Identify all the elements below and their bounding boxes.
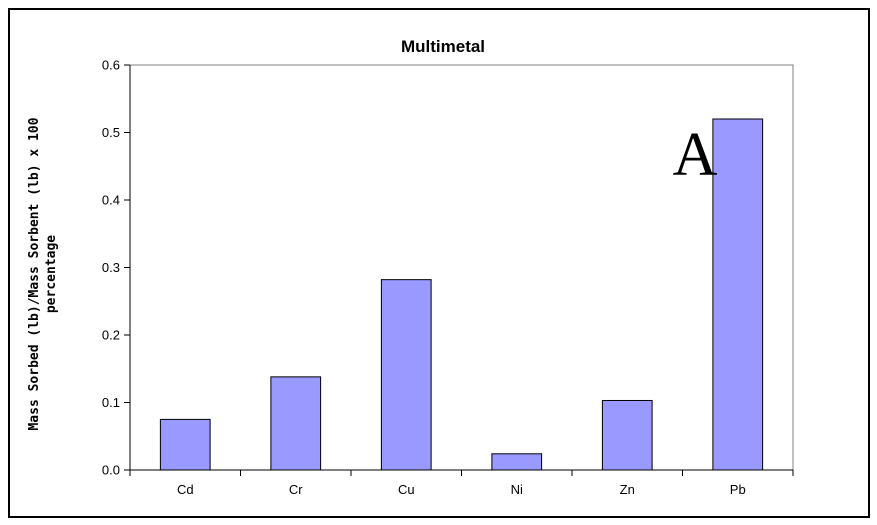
chart-title: Multimetal — [401, 37, 485, 56]
panel-annotation: A — [673, 121, 718, 189]
chart-svg: Multimetal Mass Sorbed (lb)/Mass Sorbent… — [27, 37, 794, 498]
x-tick-label-zn: Zn — [620, 482, 635, 497]
bar-cu — [380, 279, 432, 471]
y-tick-label: 0.4 — [102, 193, 120, 208]
plot-area — [129, 64, 794, 471]
bar-pb — [712, 118, 764, 471]
bar-zn — [601, 399, 653, 471]
y-tick-label: 0.0 — [102, 463, 120, 478]
y-tick-label: 0.1 — [102, 395, 120, 410]
x-tick-label-cr: Cr — [289, 482, 303, 497]
y-tick-label: 0.5 — [102, 125, 120, 140]
y-axis-label-line-1: Mass Sorbed (lb)/Mass Sorbent (lb) x 100 — [27, 117, 42, 430]
axes-group — [124, 64, 794, 476]
x-tick-label-ni: Ni — [511, 482, 523, 497]
x-tick-label-cu: Cu — [398, 482, 415, 497]
x-tick-label-pb: Pb — [730, 482, 746, 497]
chart-figure: Multimetal Mass Sorbed (lb)/Mass Sorbent… — [8, 8, 870, 518]
y-tick-label: 0.3 — [102, 260, 120, 275]
bar-cr — [270, 376, 322, 471]
bars-group — [159, 118, 764, 471]
y-tick-label: 0.2 — [102, 328, 120, 343]
y-axis-label-line-2: percentage — [44, 235, 59, 313]
y-tick-label: 0.6 — [102, 58, 120, 73]
y-axis-label: Mass Sorbed (lb)/Mass Sorbent (lb) x 100… — [27, 117, 59, 430]
bar-cd — [159, 418, 211, 471]
ticks-group: Cd Cr Cu Ni Zn Pb 0.0 0.1 0.2 0.3 0.4 0.5 0.6 — [102, 58, 746, 498]
x-tick-label-cd: Cd — [177, 482, 194, 497]
bar-ni — [491, 453, 543, 471]
